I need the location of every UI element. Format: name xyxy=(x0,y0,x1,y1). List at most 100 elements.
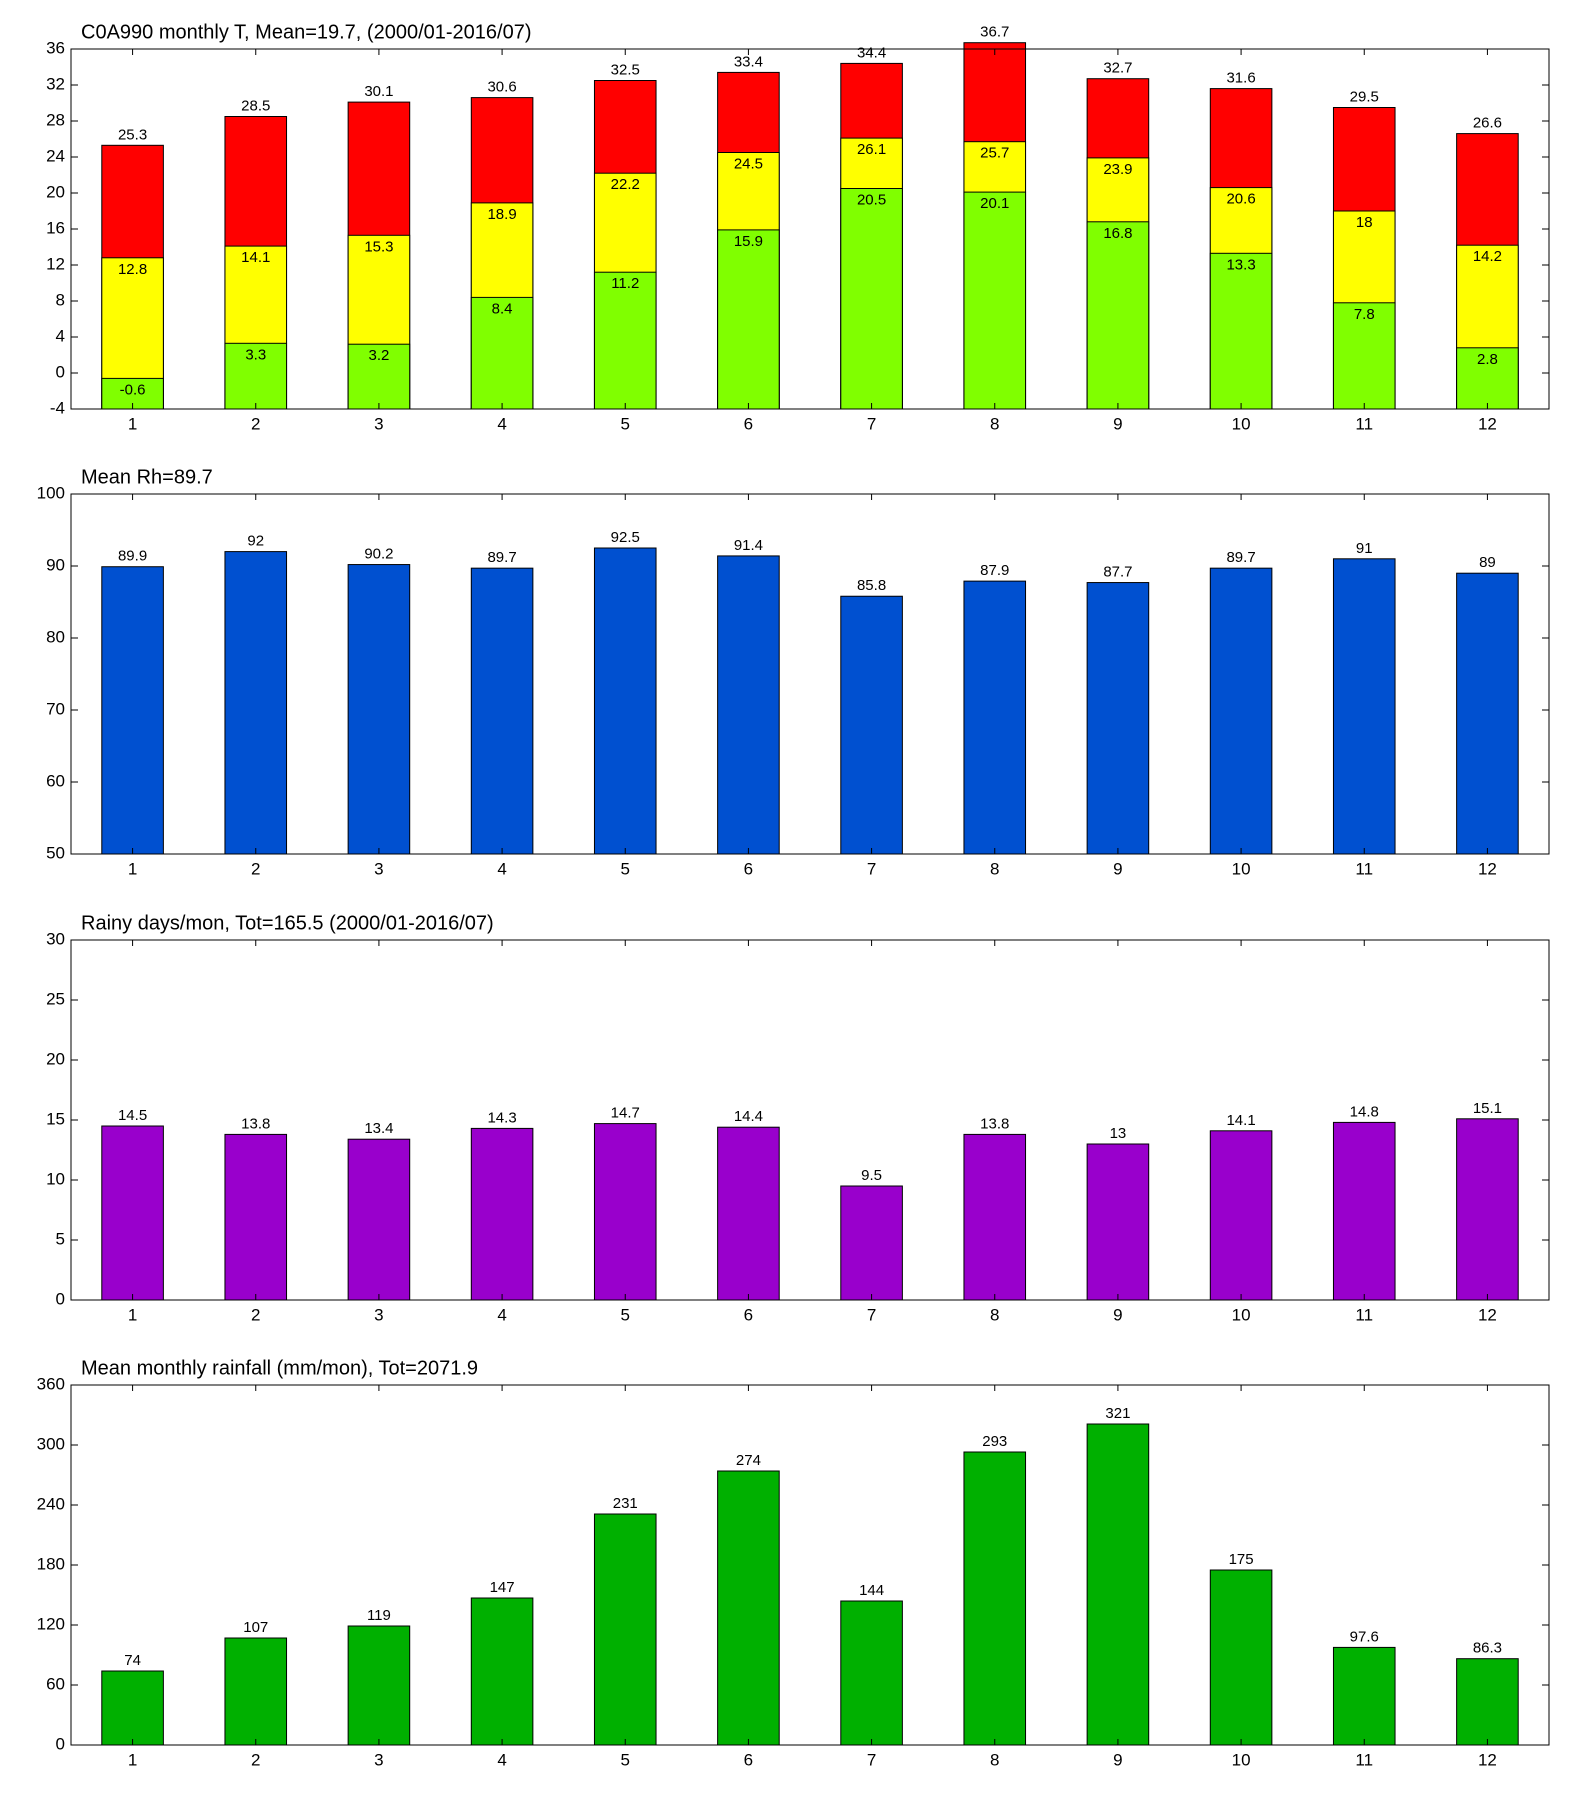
value-label: 13 xyxy=(1110,1125,1127,1142)
x-tick-label: 2 xyxy=(251,1750,260,1769)
x-tick-label: 5 xyxy=(621,859,630,878)
y-tick-label: 32 xyxy=(46,74,65,93)
x-tick-label: 2 xyxy=(251,1305,260,1324)
bar xyxy=(347,564,411,855)
y-tick-label: 300 xyxy=(37,1434,65,1453)
y-tick-label: 360 xyxy=(37,1374,65,1393)
value-label: 29.5 xyxy=(1350,88,1379,105)
axes-frame xyxy=(70,939,1550,1301)
chart-title: Rainy days/mon, Tot=165.5 (2000/01-2016/… xyxy=(81,912,494,934)
value-label: 14.4 xyxy=(734,1108,763,1125)
x-tick-label: 3 xyxy=(374,1750,383,1769)
value-label: 20.6 xyxy=(1226,191,1255,208)
x-tick-label: 7 xyxy=(867,859,876,878)
x-tick-label: 6 xyxy=(744,859,753,878)
value-label: 14.1 xyxy=(241,249,270,266)
value-label: 97.6 xyxy=(1350,1628,1379,1645)
value-label: 92.5 xyxy=(611,529,640,546)
value-label: 89.7 xyxy=(487,549,516,566)
value-label: 87.9 xyxy=(980,562,1009,579)
y-tick-label: 90 xyxy=(46,555,65,574)
bar xyxy=(1086,1143,1150,1301)
value-label: 14.8 xyxy=(1350,1103,1379,1120)
x-tick-label: 10 xyxy=(1232,1305,1251,1324)
value-label: 92 xyxy=(247,533,264,550)
value-label: 25.7 xyxy=(980,145,1009,162)
value-label: 13.8 xyxy=(241,1115,270,1132)
value-label: 2.8 xyxy=(1477,351,1498,368)
bar xyxy=(593,1123,657,1301)
x-tick-label: 5 xyxy=(621,1305,630,1324)
bar xyxy=(470,567,534,855)
value-label: 274 xyxy=(736,1452,761,1469)
x-tick-label: 1 xyxy=(128,1750,137,1769)
y-tick-label: 5 xyxy=(56,1229,65,1248)
value-label: 23.9 xyxy=(1103,161,1132,178)
value-label: 91.4 xyxy=(734,537,763,554)
y-tick-label: 12 xyxy=(46,254,65,273)
value-label: 26.1 xyxy=(857,141,886,158)
bar xyxy=(717,229,780,410)
y-tick-label: 24 xyxy=(46,146,65,165)
y-tick-label: 120 xyxy=(37,1614,65,1633)
y-tick-label: 60 xyxy=(46,1674,65,1693)
bar xyxy=(101,566,164,855)
bar xyxy=(840,1600,903,1746)
bar xyxy=(470,1597,534,1746)
x-tick-label: 11 xyxy=(1355,1305,1373,1324)
bar xyxy=(470,296,534,410)
value-label: 89.9 xyxy=(118,548,147,565)
value-label: 16.8 xyxy=(1103,225,1132,242)
chart-title: Mean Rh=89.7 xyxy=(81,466,213,488)
x-tick-label: 4 xyxy=(497,1750,506,1769)
x-tick-label: 3 xyxy=(374,414,383,433)
x-tick-label: 1 xyxy=(128,859,137,878)
value-label: 36.7 xyxy=(980,24,1009,41)
x-tick-label: 12 xyxy=(1478,1305,1497,1324)
value-label: 30.1 xyxy=(364,83,393,100)
x-tick-label: 9 xyxy=(1113,414,1122,433)
x-tick-label: 12 xyxy=(1478,1750,1497,1769)
bar xyxy=(593,271,657,410)
x-tick-label: 11 xyxy=(1355,1750,1373,1769)
bar xyxy=(1456,572,1519,855)
bar xyxy=(224,551,288,855)
bar xyxy=(1332,558,1396,855)
y-tick-label: -4 xyxy=(50,398,65,417)
bar xyxy=(101,1670,164,1746)
y-tick-label: 0 xyxy=(56,362,65,381)
bar xyxy=(963,580,1027,855)
y-tick-label: 30 xyxy=(46,929,65,948)
bar xyxy=(1456,1658,1519,1746)
value-label: 11.2 xyxy=(611,275,639,292)
bar xyxy=(1332,1121,1396,1301)
x-tick-label: 2 xyxy=(251,414,260,433)
bar xyxy=(470,1127,534,1301)
x-tick-label: 8 xyxy=(990,414,999,433)
bar xyxy=(840,1185,903,1301)
y-tick-label: 0 xyxy=(56,1734,65,1753)
bar xyxy=(717,555,780,855)
bar xyxy=(1209,567,1273,855)
bar xyxy=(347,1138,411,1301)
value-label: 30.6 xyxy=(487,79,516,96)
value-label: 15.1 xyxy=(1473,1100,1502,1117)
bar xyxy=(717,1126,780,1301)
value-label: 13.8 xyxy=(980,1115,1009,1132)
value-label: 18 xyxy=(1356,214,1373,231)
value-label: 7.8 xyxy=(1354,306,1375,323)
bar xyxy=(840,188,903,410)
x-tick-label: 6 xyxy=(744,1305,753,1324)
y-tick-label: 36 xyxy=(46,38,65,57)
x-tick-label: 10 xyxy=(1232,414,1251,433)
bar xyxy=(593,547,657,855)
x-tick-label: 5 xyxy=(621,414,630,433)
bar xyxy=(1332,1646,1396,1746)
bar xyxy=(963,1133,1027,1301)
value-label: 91 xyxy=(1356,540,1373,557)
value-label: 14.2 xyxy=(1473,248,1502,265)
x-tick-label: 10 xyxy=(1232,1750,1251,1769)
value-label: 15.3 xyxy=(364,238,393,255)
x-tick-label: 5 xyxy=(621,1750,630,1769)
